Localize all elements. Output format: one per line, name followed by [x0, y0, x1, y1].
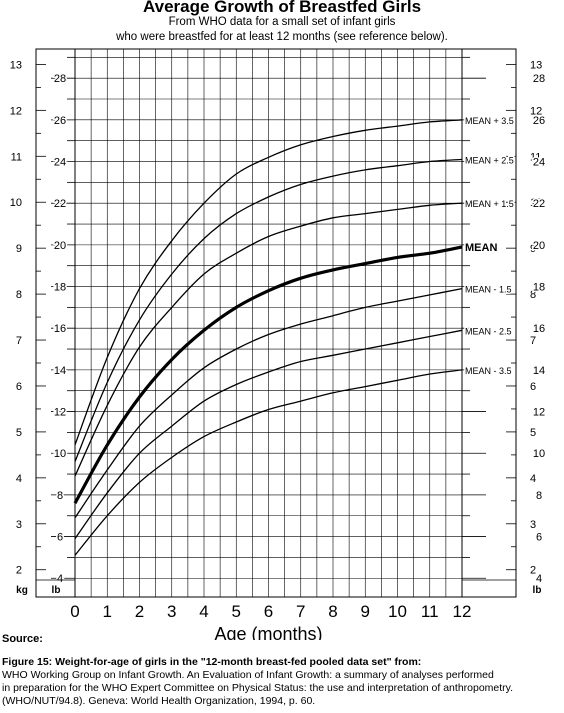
kg-tick-label: 6 — [530, 381, 536, 393]
kg-tick-label: 2 — [530, 565, 536, 577]
lb-tick-label: 26 — [533, 115, 545, 127]
lb-tick-label: 4 — [57, 573, 63, 585]
lb-tick-label: 24 — [54, 157, 66, 169]
x-tick-label: 2 — [135, 602, 144, 621]
x-tick-label: 6 — [264, 602, 273, 621]
x-tick-label: 4 — [199, 602, 208, 621]
chart-subtitle-line1: From WHO data for a small set of infant … — [168, 16, 396, 28]
lb-tick-label: 6 — [57, 532, 63, 544]
kg-tick-label: 12 — [10, 105, 22, 117]
x-tick-label: 0 — [70, 602, 79, 621]
lb-tick-label: 22 — [533, 198, 545, 210]
series-label-meanminus-1-5: MEAN - 1.5 — [465, 285, 512, 295]
x-axis-label: Age (months) — [214, 624, 322, 640]
lb-tick-label: 10 — [54, 448, 66, 460]
lb-tick-label: 16 — [533, 323, 545, 335]
series-label-meanplusminus-3-5: MEAN + 3.5 — [465, 116, 514, 126]
figure-caption-line2: in preparation for the WHO Expert Commit… — [2, 682, 514, 694]
source-label: Source: — [2, 633, 43, 645]
lb-unit-label: lb — [52, 585, 61, 596]
series-label-meanminus-2-5: MEAN - 2.5 — [465, 326, 512, 336]
x-tick-label: 7 — [296, 602, 305, 621]
kg-unit-label: kg — [16, 585, 28, 596]
x-tick-label: 5 — [232, 602, 241, 621]
lb-tick-label: 12 — [54, 407, 66, 419]
x-tick-label: 11 — [421, 602, 439, 621]
kg-tick-label: 6 — [16, 381, 22, 393]
series-line-meanminus-2-5 — [74, 329, 463, 540]
chart-title: Average Growth of Breastfed Girls — [142, 0, 422, 16]
x-tick-label: 3 — [167, 602, 176, 621]
kg-tick-label: 2 — [16, 565, 22, 577]
series-label-mean: MEAN — [465, 242, 497, 254]
lb-tick-label: 6 — [536, 532, 542, 544]
lb-tick-label: 28 — [54, 73, 66, 85]
kg-tick-label: 13 — [530, 59, 542, 71]
lb-tick-label: 18 — [533, 282, 545, 294]
kg-tick-label: 4 — [16, 473, 22, 485]
kg-tick-label: 8 — [530, 289, 536, 301]
x-tick-label: 9 — [361, 602, 370, 621]
chart-subtitle-line2: who were breastfed for at least 12 month… — [116, 31, 448, 43]
kg-tick-label: 9 — [530, 243, 536, 255]
lb-tick-label: 26 — [54, 115, 66, 127]
kg-tick-label: 12 — [530, 105, 542, 117]
chart-frame — [35, 48, 517, 598]
kg-tick-label: 13 — [10, 59, 22, 71]
lb-tick-label: 4 — [536, 573, 542, 585]
series-line-meanplusminus-2-5 — [74, 158, 463, 462]
series-line-meanminus-1-5 — [74, 287, 463, 519]
kg-tick-label: 3 — [530, 519, 536, 531]
series-label-meanplusminus-2-5: MEAN + 2.5 — [465, 155, 514, 165]
lb-tick-label: 16 — [54, 323, 66, 335]
kg-tick-label: 4 — [530, 473, 536, 485]
kg-tick-label: 10 — [10, 197, 22, 209]
lb-tick-label: 8 — [536, 490, 542, 502]
kg-tick-label: 7 — [530, 335, 536, 347]
series-line-mean — [73, 245, 463, 504]
series-label-meanplusminus-1-5: MEAN + 1.5 — [465, 199, 514, 209]
lb-tick-label: 14 — [533, 365, 545, 377]
lb-tick-label: 20 — [533, 240, 545, 252]
x-tick-label: 8 — [328, 602, 337, 621]
series-label-meanminus-3-5: MEAN - 3.5 — [465, 366, 512, 376]
kg-tick-label: 3 — [16, 519, 22, 531]
lb-tick-label: 10 — [533, 448, 545, 460]
lb-tick-label: 8 — [57, 490, 63, 502]
figure-caption-title: Figure 15: Weight-for-age of girls in th… — [2, 656, 422, 668]
series-line-meanplusminus-1-5 — [74, 202, 463, 477]
kg-tick-label: 5 — [530, 427, 536, 439]
kg-tick-label: 7 — [16, 335, 22, 347]
x-tick-label: 12 — [453, 602, 472, 621]
lb-tick-label: 20 — [54, 240, 66, 252]
lb-unit-label-right: lb — [533, 585, 542, 596]
lb-tick-label: 22 — [54, 198, 66, 210]
lb-tick-label: 12 — [533, 407, 545, 419]
lb-tick-label: 18 — [54, 282, 66, 294]
lb-tick-label: 14 — [54, 365, 66, 377]
figure-caption-line3: (WHO/NUT/94.8). Geneva: World Health Org… — [2, 695, 316, 707]
lb-tick-label: 28 — [533, 73, 545, 85]
kg-tick-label: 10 — [530, 197, 542, 209]
figure-caption-line1: WHO Working Group on Infant Growth. An E… — [2, 669, 494, 681]
kg-tick-label: 9 — [16, 243, 22, 255]
kg-tick-label: 11 — [530, 151, 541, 163]
x-tick-label: 1 — [103, 602, 112, 621]
kg-tick-label: 11 — [11, 151, 22, 163]
lb-tick-label: 24 — [533, 157, 545, 169]
series-line-meanminus-3-5 — [74, 369, 463, 556]
x-tick-label: 10 — [388, 602, 407, 621]
kg-tick-label: 8 — [16, 289, 22, 301]
series-line-meanplusminus-3-5 — [74, 119, 463, 446]
kg-tick-label: 5 — [16, 427, 22, 439]
